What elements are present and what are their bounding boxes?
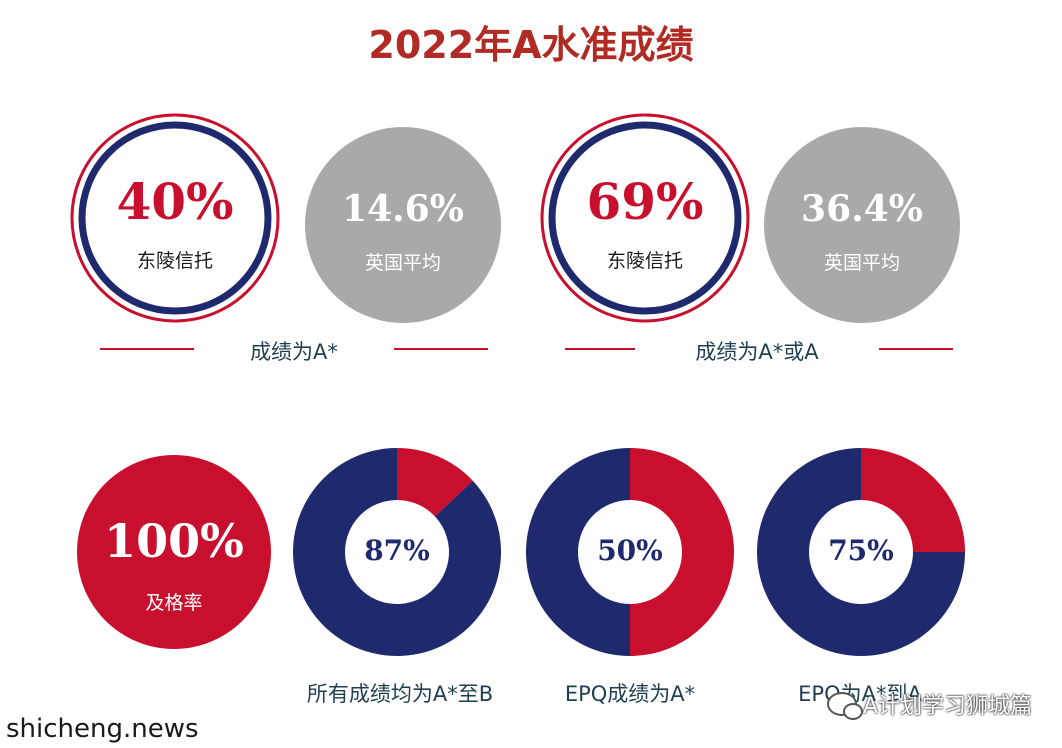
- school-inner-ring-1: [78, 121, 272, 315]
- school-value-1: 40%: [116, 172, 234, 231]
- school-label-2: 东陵信托: [606, 250, 683, 272]
- national-circle-2: [764, 127, 960, 323]
- donut-1-slice-1: [293, 448, 501, 657]
- wechat-icon: [826, 692, 863, 720]
- donut-2-slice-2: [630, 448, 734, 656]
- donut-caption-3: EPQ为A*到A: [798, 682, 922, 706]
- donut-3-slice-2: [861, 448, 965, 552]
- school-outer-ring-1: [70, 113, 280, 323]
- caption-rule-left-1: [100, 348, 194, 350]
- donut-charts: [293, 448, 965, 657]
- donut-3-slice-1: [757, 448, 965, 656]
- national-value-2: 36.4%: [801, 188, 923, 230]
- caption-rule-left-2: [565, 348, 635, 350]
- donut-1-slice-2: [397, 448, 473, 517]
- donut-value-3: 75%: [828, 534, 894, 567]
- caption-1: 成绩为A*: [250, 340, 338, 364]
- wechat-label: A计划学习狮城篇: [862, 694, 1032, 719]
- donut-value-2: 50%: [597, 534, 663, 567]
- caption-2: 成绩为A*或A: [695, 340, 819, 364]
- watermark-text: shicheng.news: [6, 714, 199, 744]
- pass-rate-label: 及格率: [145, 592, 203, 614]
- pass-rate-value: 100%: [104, 514, 244, 568]
- donut-caption-2: EPQ成绩为A*: [564, 682, 696, 706]
- pass-rate-circle: [77, 455, 271, 649]
- caption-rule-right-2: [879, 348, 953, 350]
- national-circle-1: [305, 127, 501, 323]
- page-title: 2022年A水准成绩: [368, 23, 694, 67]
- national-label-2: 英国平均: [823, 252, 900, 274]
- school-outer-ring-2: [540, 113, 750, 323]
- wechat-badge: A计划学习狮城篇: [826, 688, 1032, 720]
- donut-caption-1: 所有成绩均为A*至B: [306, 682, 494, 706]
- school-value-2: 69%: [586, 172, 704, 231]
- national-value-1: 14.6%: [342, 188, 464, 230]
- school-label-1: 东陵信托: [136, 250, 213, 272]
- donut-value-1: 87%: [364, 534, 430, 567]
- school-inner-ring-2: [548, 121, 742, 315]
- donut-2-slice-1: [526, 448, 630, 656]
- national-label-1: 英国平均: [364, 252, 441, 274]
- caption-rule-right-1: [394, 348, 488, 350]
